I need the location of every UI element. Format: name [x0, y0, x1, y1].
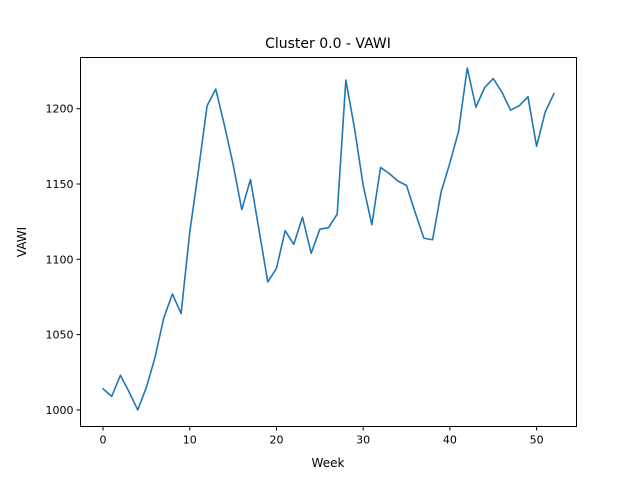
chart-title: Cluster 0.0 - VAWI	[265, 36, 391, 52]
y-tick-label: 1150	[46, 178, 74, 191]
x-tick-label: 0	[100, 434, 107, 447]
x-tick-label: 10	[183, 434, 197, 447]
y-tick-label: 1100	[46, 253, 74, 266]
y-axis-label: VAWI	[15, 227, 29, 257]
y-tick-label: 1050	[46, 329, 74, 342]
y-tick-label: 1200	[46, 103, 74, 116]
series-line	[101, 67, 556, 411]
x-tick-label: 50	[530, 434, 544, 447]
x-tick-label: 30	[356, 434, 370, 447]
x-axis-label: Week	[312, 456, 345, 470]
plot-frame	[80, 57, 577, 427]
y-tick-label: 1000	[46, 404, 74, 417]
x-tick-label: 40	[443, 434, 457, 447]
x-tick-label: 20	[269, 434, 283, 447]
